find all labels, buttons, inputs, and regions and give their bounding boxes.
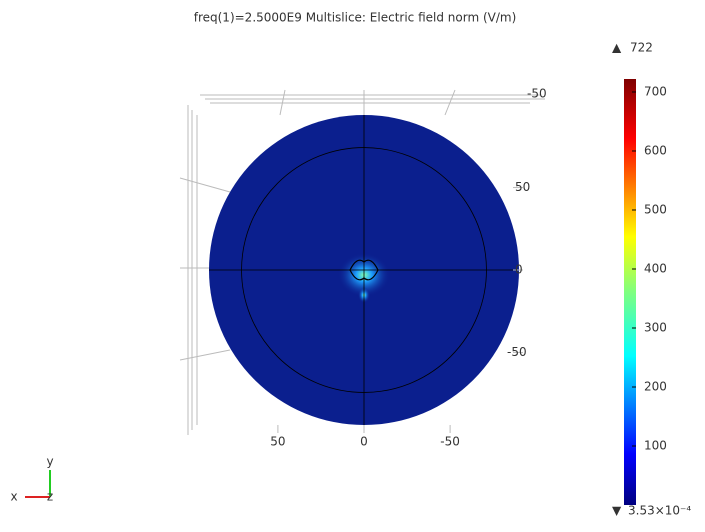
y-tick-label: -50 [507, 345, 527, 359]
axis-frame [179, 89, 545, 435]
colorbar-tick-label: 100 [644, 438, 667, 452]
max-marker: ▲ [612, 41, 622, 55]
y-tick-label: 0 [515, 263, 523, 277]
x-tick-label: 50 [270, 435, 285, 449]
colorbar-tick-label: 500 [644, 202, 667, 216]
colorbar-tick-label: 600 [644, 143, 667, 157]
colorbar-tick-label: 700 [644, 84, 667, 98]
axis-label: y [46, 455, 53, 469]
colorbar-tick-label: 200 [644, 379, 667, 393]
axis-label: x [10, 490, 17, 504]
axis-triad: y x z [10, 455, 53, 504]
x-tick-label: -50 [440, 435, 460, 449]
colorbar-tick-label: 400 [644, 261, 667, 275]
min-marker: ▼ [612, 504, 622, 518]
colorbar-min: 3.53×10⁻⁴ [628, 504, 691, 518]
y-tick-label: 50 [515, 180, 530, 194]
colorbar-max: 722 [630, 41, 653, 55]
axis-label: z [47, 490, 53, 504]
z-tick-label: -50 [527, 87, 547, 101]
colorbar-tick-label: 300 [644, 320, 667, 334]
chart-title: freq(1)=2.5000E9 Multislice: Electric fi… [194, 11, 517, 25]
colorbar [624, 79, 636, 505]
x-tick-label: 0 [360, 435, 368, 449]
